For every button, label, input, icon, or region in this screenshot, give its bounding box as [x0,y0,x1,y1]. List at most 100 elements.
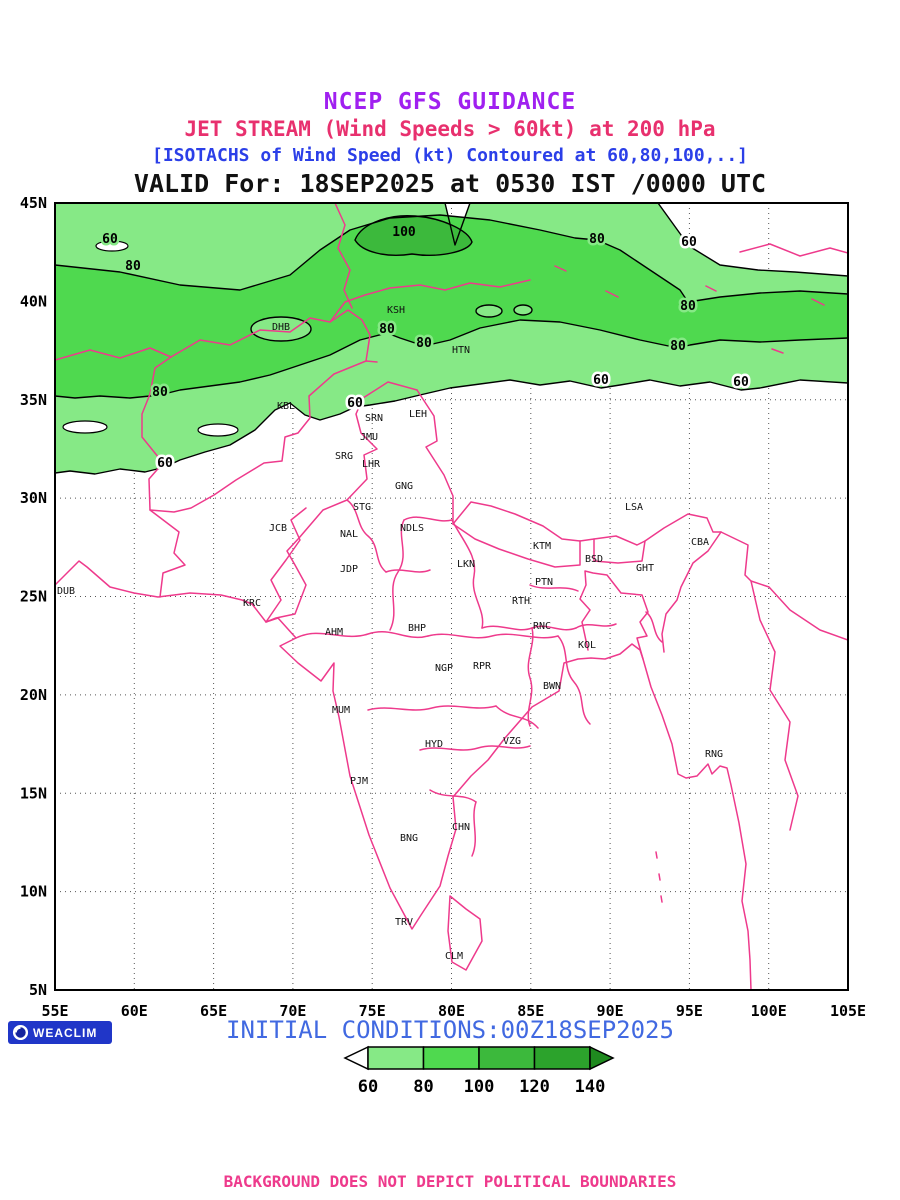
isotach-map: DHB KSH HTN KBL SRN LEH JMU SRG LHR GNG STG JCB NAL N… [20,194,866,1020]
border-india-china-west [416,389,454,525]
svg-text:100: 100 [392,225,416,240]
state-boundary-4 [427,633,559,639]
svg-text:80: 80 [125,259,141,274]
svg-text:60: 60 [157,456,173,471]
city-label-krc: KRC [243,598,261,609]
border-bhutan [593,538,646,564]
svg-text:40N: 40N [20,292,47,310]
chart-title: NCEP GFS GUIDANCE [323,89,577,115]
state-boundary-7 [557,635,591,725]
city-label-pjm: PJM [350,776,368,787]
coastline-sri-lanka [447,895,483,971]
city-label-jmu: JMU [360,432,378,443]
state-boundary-9 [527,627,534,727]
city-label-ksh: KSH [387,305,405,316]
city-label-ahm: AHM [325,627,343,638]
colorbar: 60 80 100 120 140 [343,1045,615,1097]
city-label-bwn: BWN [543,681,561,692]
svg-text:30N: 30N [20,489,47,507]
border-iran-pakistan [141,356,186,598]
state-boundary-5 [451,519,484,629]
city-labels: DHB KSH HTN KBL SRN LEH JMU SRG LHR GNG STG JCB NAL N… [57,305,723,962]
isotach-shaded-regions [55,203,848,474]
svg-text:75E: 75E [359,1002,386,1020]
city-label-hyd: HYD [425,739,443,750]
city-label-vzg: VZG [503,736,521,747]
border-nepal-north [452,501,581,542]
city-label-jdp: JDP [340,564,358,575]
disclaimer-text: BACKGROUND DOES NOT DEPICT POLITICAL BOU… [223,1172,677,1191]
state-boundary-14 [346,499,387,573]
contour-60-south-edge [55,379,848,475]
svg-text:10N: 10N [20,883,47,901]
city-label-lsa: LSA [625,502,643,513]
svg-text:65E: 65E [200,1002,227,1020]
city-label-rth: RTH [512,596,530,607]
svg-text:60: 60 [358,1077,378,1097]
weaclim-logo: WEACLIM [8,1021,112,1044]
chart-header: NCEP GFS GUIDANCE JET STREAM (Wind Speed… [0,88,900,199]
city-label-nal: NAL [340,529,358,540]
svg-text:70E: 70E [279,1002,306,1020]
svg-text:60E: 60E [121,1002,148,1020]
closed-contour-ksh-1 [475,304,503,318]
state-boundary-15 [385,569,431,573]
border-central-asia-1 [55,309,371,362]
border-central-asia-3 [334,203,353,309]
weaclim-label: WEACLIM [33,1025,98,1040]
city-label-ngp: NGP [435,663,453,674]
city-label-bng: BNG [400,833,418,844]
svg-text:60: 60 [102,232,118,247]
svg-text:80: 80 [416,336,432,351]
islands-andaman [655,851,663,903]
isotach-contour-lines [55,203,848,475]
state-boundary-6 [481,625,577,631]
contour-value-labels: 60 80 100 80 60 80 80 60 60 80 80 80 60 60 [100,223,752,474]
state-boundary-13 [471,801,477,857]
svg-text:60: 60 [593,373,609,388]
weaclim-icon [12,1024,29,1041]
svg-text:15N: 15N [20,784,47,802]
svg-text:80: 80 [152,385,168,400]
svg-text:90E: 90E [597,1002,624,1020]
border-north-china [739,243,848,257]
state-boundary-8 [575,623,617,629]
border-myanmar-thailand [750,580,799,831]
border-central-asia-2 [329,279,531,323]
svg-text:80E: 80E [438,1002,465,1020]
svg-text:80: 80 [379,322,395,337]
border-afghanistan-pakistan [149,360,378,513]
svg-text:20N: 20N [20,686,47,704]
city-label-ktm: KTM [533,541,551,552]
svg-text:60: 60 [347,396,363,411]
svg-text:60: 60 [733,375,749,390]
border-himalaya-east [579,513,722,546]
city-label-ndls: NDLS [400,523,424,534]
city-label-mum: MUM [332,705,350,716]
border-pakistan-internal [265,507,307,623]
state-boundary-11 [419,745,531,751]
city-label-dhb: DHB [272,322,290,333]
city-label-bhp: BHP [408,623,426,634]
contour-80-north-edge [55,214,848,303]
chart-contour-note: [ISOTACHS of Wind Speed (kt) Contoured a… [151,145,749,166]
border-india-pakistan [265,381,418,623]
svg-text:55E: 55E [41,1002,68,1020]
svg-text:5N: 5N [29,981,47,999]
city-label-gng: GNG [395,481,413,492]
valid-time-label: VALID For: 18SEP2025 at 0530 IST /0000 U… [133,169,767,198]
svg-text:100E: 100E [751,1002,787,1020]
city-label-rpr: RPR [473,661,492,672]
border-nepal-south [452,523,581,568]
svg-text:45N: 45N [20,194,47,212]
city-label-trv: TRV [395,917,413,928]
border-india-myanmar [661,531,722,653]
svg-text:120: 120 [519,1077,550,1097]
closed-contour-dhb [250,316,312,342]
state-boundary-16 [529,584,579,592]
city-label-srg: SRG [335,451,353,462]
svg-text:25N: 25N [20,588,47,606]
state-boundary-10 [367,705,497,711]
svg-text:80: 80 [670,339,686,354]
